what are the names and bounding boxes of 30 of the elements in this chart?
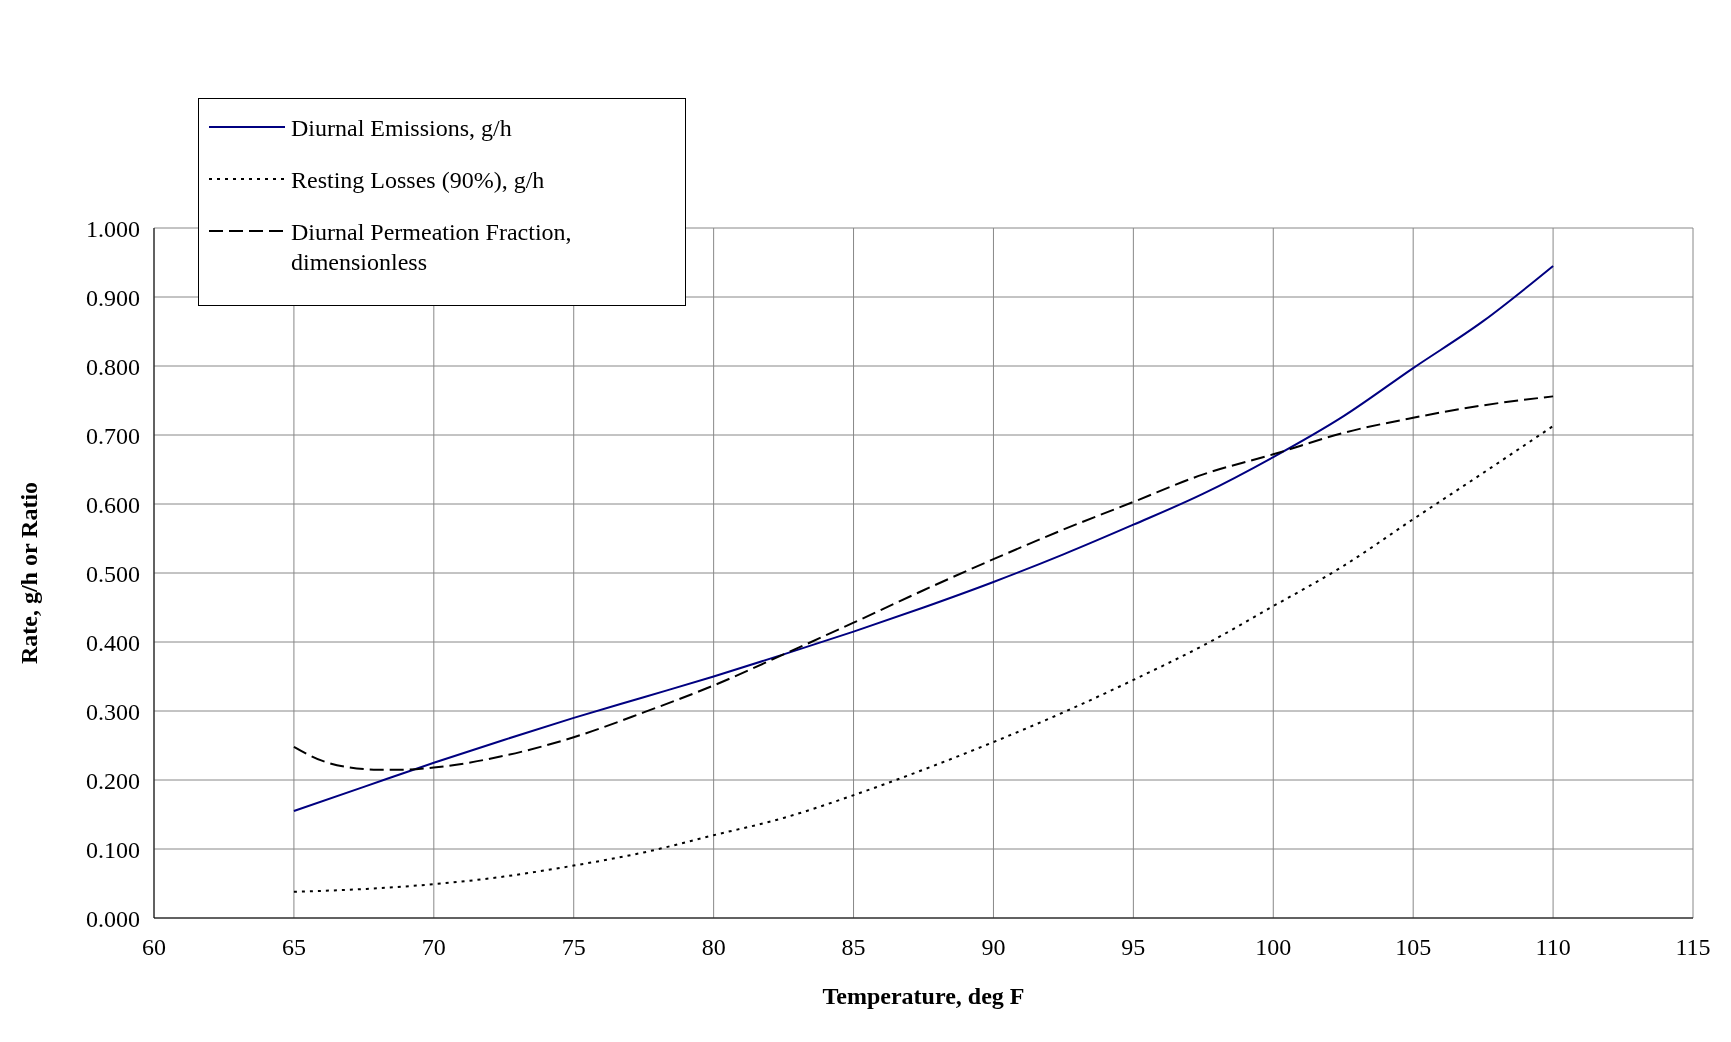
x-axis-title: Temperature, deg F bbox=[822, 983, 1025, 1009]
legend-label: Resting Losses (90%), g/h bbox=[291, 166, 545, 195]
y-axis-title: Rate, g/h or Ratio bbox=[15, 481, 42, 665]
y-tick-label: 0.100 bbox=[86, 836, 140, 863]
x-tick-label: 115 bbox=[1675, 934, 1711, 961]
y-tick-label: 0.700 bbox=[86, 422, 140, 449]
x-tick-label: 70 bbox=[421, 934, 446, 961]
x-tick-label: 100 bbox=[1255, 934, 1292, 961]
x-tick-label: 85 bbox=[841, 934, 866, 961]
x-tick-label: 80 bbox=[701, 934, 726, 961]
y-tick-label: 1.000 bbox=[86, 215, 140, 242]
y-tick-label: 0.400 bbox=[86, 629, 140, 656]
legend-label: Diurnal Emissions, g/h bbox=[291, 114, 512, 143]
x-tick-label: 90 bbox=[981, 934, 1006, 961]
line-series bbox=[292, 395, 1555, 771]
y-tick-label: 0.600 bbox=[86, 491, 140, 518]
x-tick-label: 60 bbox=[142, 934, 166, 961]
y-tick-label: 0.500 bbox=[86, 560, 140, 587]
y-tick-label: 0.800 bbox=[86, 353, 140, 380]
x-tick-label: 75 bbox=[561, 934, 586, 961]
x-tick-label: 105 bbox=[1395, 934, 1432, 961]
y-tick-label: 0.900 bbox=[86, 284, 140, 311]
y-tick-label: 0.000 bbox=[86, 905, 140, 932]
x-tick-label: 95 bbox=[1121, 934, 1146, 961]
y-tick-label: 0.300 bbox=[86, 698, 140, 725]
x-tick-label: 110 bbox=[1535, 934, 1571, 961]
x-tick-label: 65 bbox=[281, 934, 306, 961]
legend-label: Diurnal Permeation Fraction, dimensionless bbox=[291, 218, 573, 277]
y-tick-label: 0.200 bbox=[86, 767, 140, 794]
line-series bbox=[292, 425, 1555, 893]
